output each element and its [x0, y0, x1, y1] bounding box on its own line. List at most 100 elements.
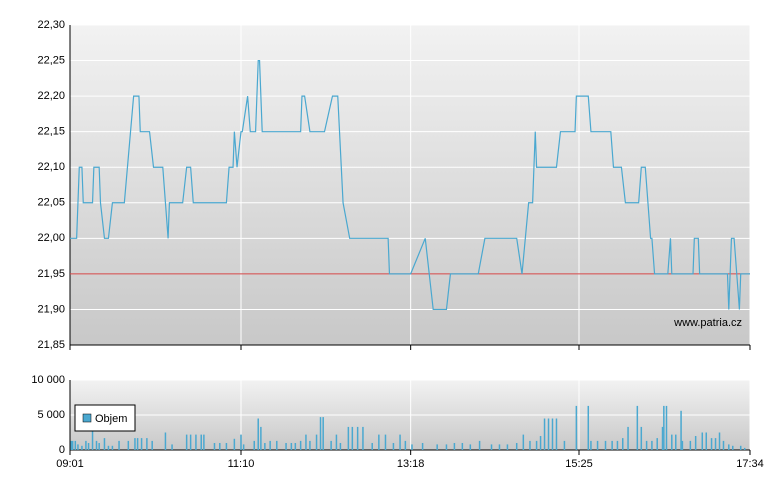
y-tick-label: 22,20	[37, 90, 65, 102]
x-tick-label: 11:10	[228, 458, 255, 470]
x-tick-label: 09:01	[56, 458, 84, 470]
volume-bar	[701, 432, 704, 450]
volume-bar	[718, 432, 721, 450]
y-tick-label: 0	[59, 444, 65, 456]
volume-bar	[107, 445, 110, 450]
volume-bar	[453, 443, 456, 450]
volume-bar	[399, 434, 401, 450]
volume-bar	[81, 445, 83, 450]
volume-bar	[203, 434, 205, 450]
volume-bar	[506, 444, 509, 450]
volume-bar	[640, 426, 643, 450]
volume-bar	[356, 426, 359, 450]
volume-bar	[290, 443, 293, 450]
volume-bar	[185, 434, 188, 450]
volume-bar	[710, 438, 713, 450]
volume-bar	[151, 440, 153, 450]
volume-bar	[140, 438, 143, 450]
volume-bar	[77, 444, 79, 450]
volume-bar	[663, 405, 665, 450]
volume-bar	[189, 434, 192, 450]
y-tick-label: 10 000	[31, 374, 65, 386]
volume-bar	[671, 434, 673, 450]
volume-bar	[732, 445, 734, 450]
x-tick-label: 15:25	[565, 458, 593, 470]
volume-bar	[335, 434, 338, 450]
watermark: www.patria.cz	[673, 317, 742, 329]
volume-bar	[411, 444, 413, 450]
volume-bar	[95, 440, 98, 450]
y-tick-label: 21,95	[37, 268, 65, 280]
volume-bar	[728, 444, 730, 450]
y-tick-label: 22,00	[37, 232, 65, 244]
volume-bar	[384, 434, 387, 450]
volume-bar	[555, 418, 558, 450]
volume-bar	[392, 443, 395, 450]
volume-bar	[200, 434, 202, 450]
x-tick-label: 17:34	[736, 458, 764, 470]
volume-bar	[478, 440, 481, 450]
volume-bar	[651, 440, 653, 450]
volume-bar	[645, 440, 648, 450]
volume-bar	[305, 434, 307, 450]
volume-bar	[743, 447, 746, 450]
volume-bar	[627, 426, 629, 450]
volume-bar	[535, 440, 538, 450]
y-tick-label: 5 000	[37, 409, 65, 421]
volume-bar	[294, 443, 297, 450]
volume-bar	[590, 440, 592, 450]
volume-bar	[233, 438, 236, 450]
volume-bar	[547, 418, 550, 450]
volume-bar	[276, 440, 278, 450]
volume-bar	[213, 443, 216, 450]
volume-bar	[242, 444, 245, 450]
volume-bar	[587, 405, 590, 450]
y-tick-label: 21,90	[37, 303, 65, 315]
volume-bar	[70, 440, 73, 450]
volume-bar	[694, 436, 697, 450]
volume-bar	[111, 445, 114, 450]
volume-bar	[681, 440, 684, 450]
volume-bar	[264, 443, 266, 450]
volume-bar	[675, 434, 677, 450]
volume-bar	[299, 440, 302, 450]
volume-bar	[127, 440, 130, 450]
volume-bar	[219, 443, 221, 450]
y-tick-label: 21,85	[37, 339, 65, 351]
volume-bar	[134, 438, 136, 450]
volume-bar	[551, 418, 554, 450]
volume-bar	[714, 438, 717, 450]
volume-bar	[339, 443, 342, 450]
volume-bar	[309, 440, 311, 450]
volume-bar	[436, 444, 438, 450]
volume-bar	[240, 434, 242, 450]
volume-bar	[739, 445, 742, 450]
volume-bar	[260, 426, 262, 450]
volume-bar	[171, 444, 173, 450]
volume-bar	[543, 418, 546, 450]
volume-bar	[322, 417, 324, 450]
volume-bar	[74, 440, 77, 450]
volume-bar	[539, 436, 542, 450]
y-tick-label: 22,05	[37, 197, 65, 209]
volume-bar	[371, 443, 373, 450]
volume-bar	[404, 440, 407, 450]
volume-bar	[351, 426, 354, 450]
y-tick-label: 22,10	[37, 161, 65, 173]
volume-bar	[319, 417, 322, 450]
volume-bar	[445, 444, 448, 450]
volume-bar	[469, 444, 472, 450]
volume-bar	[689, 440, 692, 450]
volume-bar	[515, 443, 518, 450]
volume-bar	[253, 440, 255, 450]
volume-bar	[656, 438, 658, 450]
volume-bar	[71, 440, 74, 450]
volume-bar	[563, 440, 566, 450]
volume-bar	[680, 410, 682, 450]
volume-bar	[330, 440, 332, 450]
volume-bar	[604, 440, 607, 450]
volume-bar	[146, 438, 148, 450]
volume-bar	[421, 443, 424, 450]
legend-swatch	[82, 413, 92, 423]
